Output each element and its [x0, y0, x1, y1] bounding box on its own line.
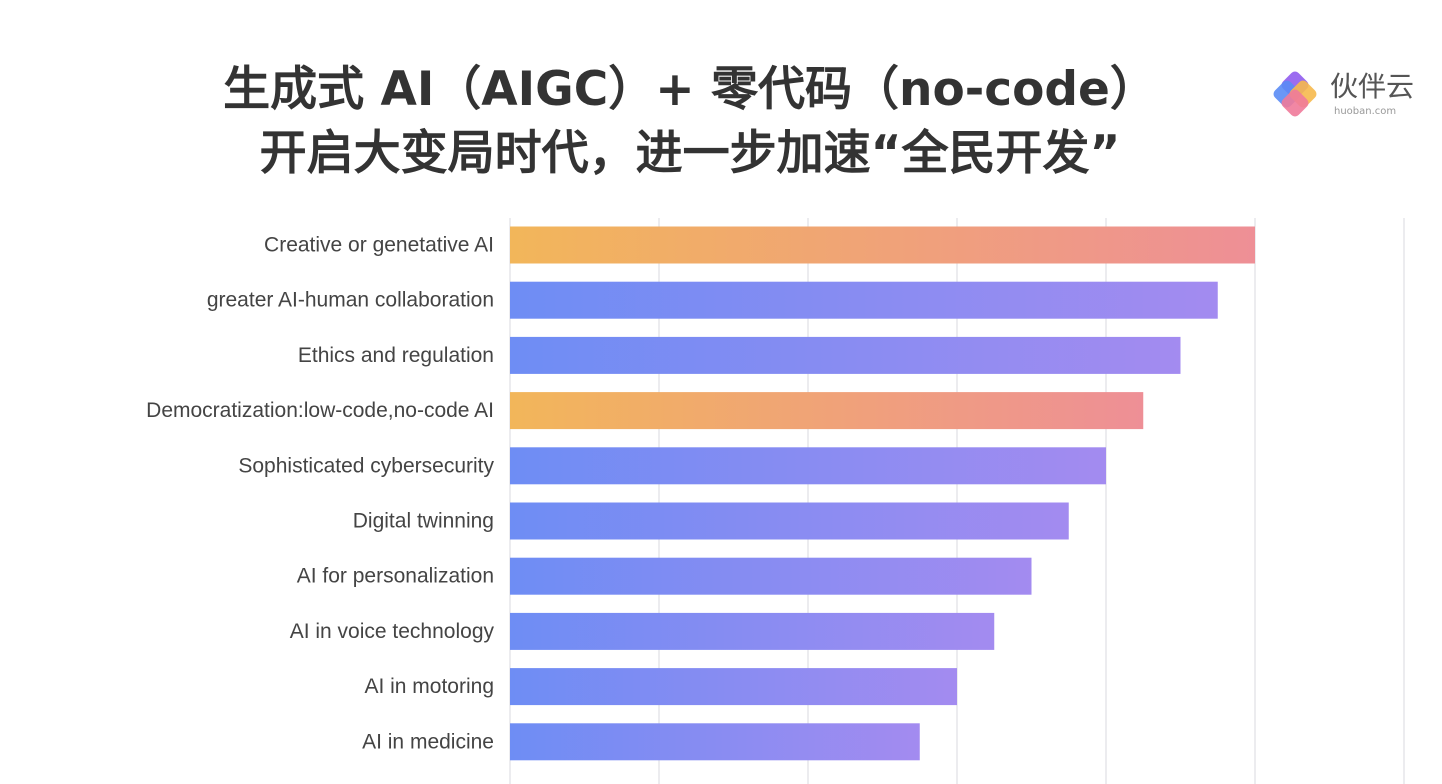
category-label-3: Ethics and regulation: [298, 344, 494, 367]
bar-6: [510, 502, 1069, 540]
brand-logo: 伙伴云 huoban.com: [1270, 66, 1440, 122]
bar-5: [510, 447, 1106, 485]
bar-1: [510, 226, 1255, 264]
category-label-2: greater AI-human collaboration: [207, 289, 494, 312]
logo-domain: huoban.com: [1334, 106, 1397, 117]
category-label-7: AI for personalization: [297, 565, 494, 588]
bar-2: [510, 281, 1218, 319]
chart-title: 生成式 AI（AIGC）+ 零代码（no-code） 开启大变局时代，进一步加速…: [140, 58, 1240, 186]
bars: [510, 226, 1255, 761]
bar-8: [510, 612, 995, 650]
category-label-4: Democratization:low-code,no-code AI: [146, 399, 494, 422]
category-label-8: AI in voice technology: [290, 620, 495, 643]
category-label-5: Sophisticated cybersecurity: [238, 454, 494, 477]
huoban-logo-icon: [1273, 71, 1317, 117]
category-label-10: AI in medicine: [362, 730, 494, 753]
title-line-1: 生成式 AI（AIGC）+ 零代码（no-code）: [223, 62, 1157, 117]
bar-3: [510, 336, 1181, 374]
bar-4: [510, 392, 1144, 430]
bar-9: [510, 668, 957, 706]
bar-7: [510, 557, 1032, 595]
title-line-2: 开启大变局时代，进一步加速“全民开发”: [259, 126, 1121, 181]
category-label-1: Creative or genetative AI: [264, 234, 494, 257]
category-labels: Creative or genetative AI greater AI-huma…: [146, 234, 494, 754]
category-label-6: Digital twinning: [353, 510, 494, 533]
logo-name: 伙伴云: [1330, 70, 1415, 103]
category-label-9: AI in motoring: [364, 675, 494, 698]
bar-10: [510, 723, 920, 761]
